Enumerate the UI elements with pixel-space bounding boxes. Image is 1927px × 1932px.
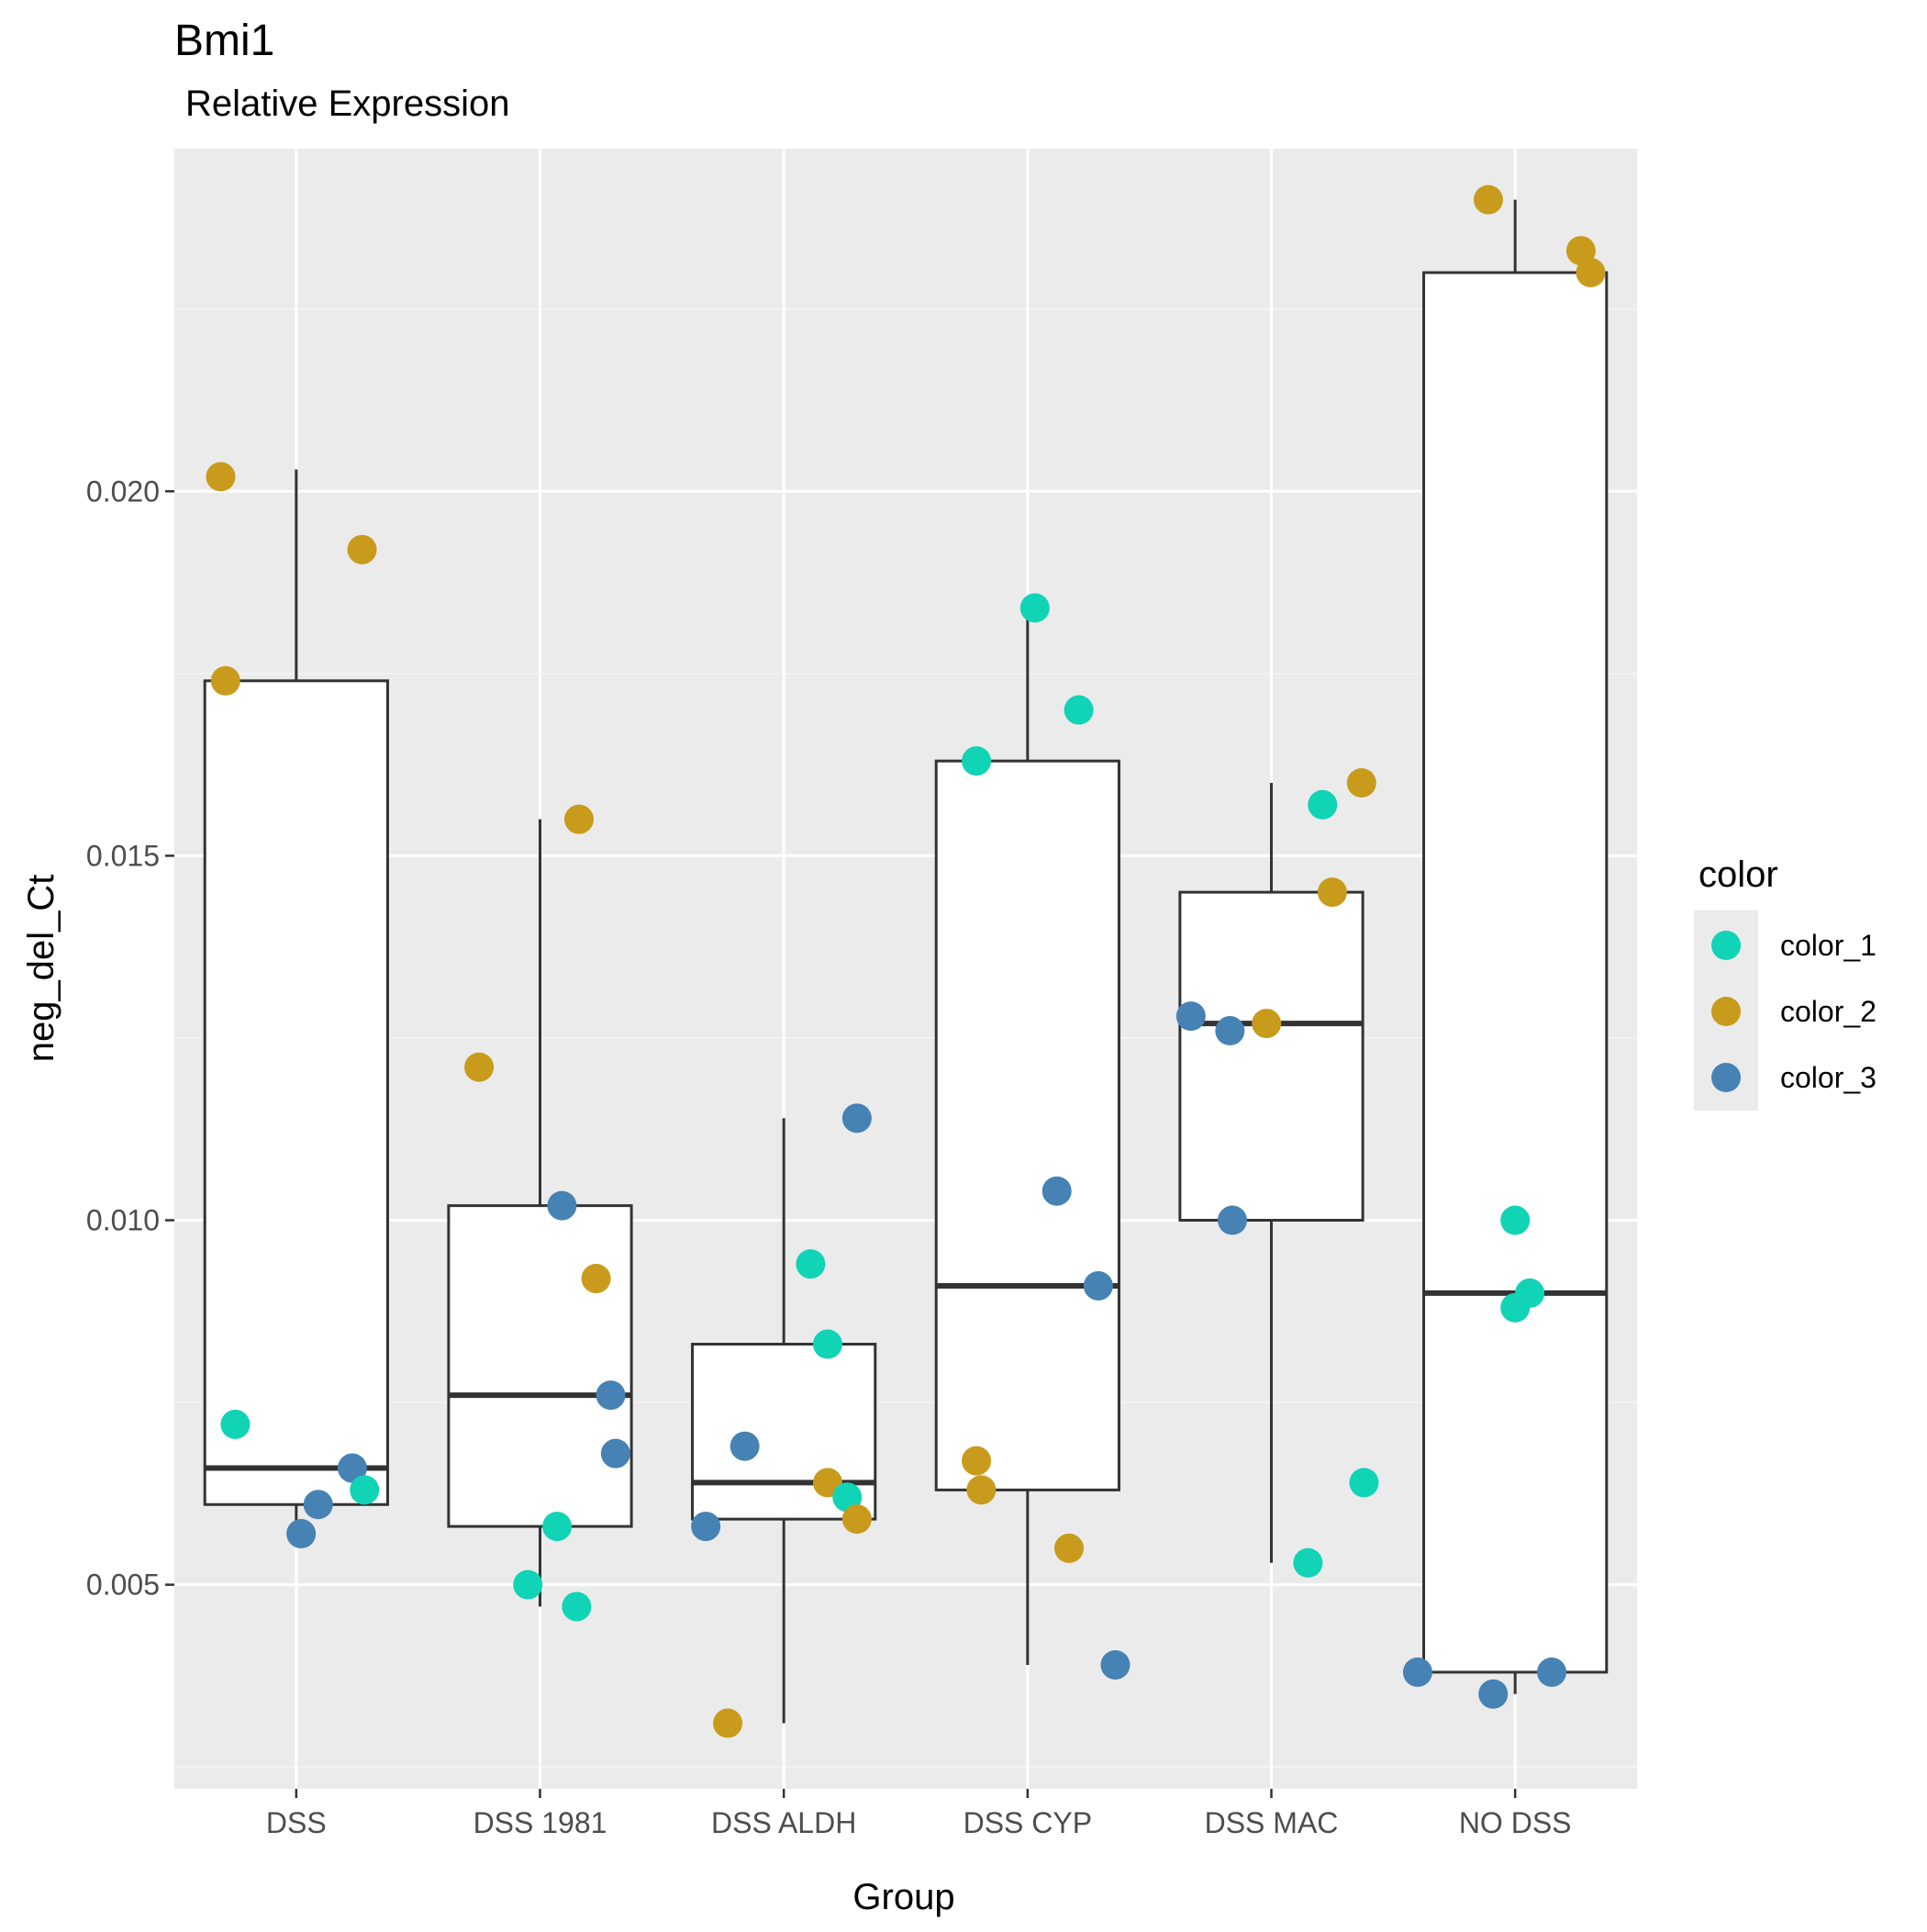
data-point-color-1 xyxy=(832,1482,863,1513)
x-axis: DSS DSS 1981 DSS ALDH DSS CYP DSS MAC NO DSS xyxy=(266,1789,1572,1839)
legend-key-color-3 xyxy=(1711,1063,1741,1092)
data-point-color-3 xyxy=(730,1431,760,1461)
y-axis: 0.005 0.010 0.015 0.020 xyxy=(86,475,174,1602)
data-point-color-2 xyxy=(962,1446,992,1476)
data-point-color-2 xyxy=(1473,184,1503,215)
data-point-color-3 xyxy=(1402,1657,1432,1687)
box-body xyxy=(447,1204,633,1528)
chart-title: Bmi1 xyxy=(174,17,274,65)
x-tick-label: DSS xyxy=(266,1806,327,1839)
data-point-color-2 xyxy=(210,665,240,696)
point-layer xyxy=(206,184,1606,1738)
x-axis-title: Group xyxy=(852,1877,954,1917)
data-point-color-1 xyxy=(1308,789,1338,820)
data-point-color-2 xyxy=(206,462,236,492)
data-point-color-1 xyxy=(812,1329,842,1359)
data-point-color-3 xyxy=(596,1380,626,1411)
data-point-color-3 xyxy=(303,1490,333,1520)
legend-key-color-2 xyxy=(1711,997,1741,1026)
data-point-color-1 xyxy=(350,1475,380,1505)
box-dss-1981 xyxy=(447,819,633,1607)
data-point-color-1 xyxy=(796,1249,826,1279)
minor-gridlines xyxy=(174,307,1637,1768)
box-dss-mac xyxy=(1178,782,1364,1563)
data-point-color-3 xyxy=(1175,1001,1206,1032)
box-body xyxy=(1178,890,1364,1223)
y-tick-label: 0.015 xyxy=(86,839,160,872)
y-tick-label: 0.010 xyxy=(86,1204,160,1237)
data-point-color-3 xyxy=(1083,1270,1113,1301)
plot-panel xyxy=(174,149,1637,1789)
legend-items: color_1 color_2 color_3 xyxy=(1694,910,1877,1111)
x-tick-label: DSS MAC xyxy=(1205,1806,1339,1839)
data-point-color-2 xyxy=(1346,767,1376,798)
data-point-color-3 xyxy=(841,1103,872,1134)
data-point-color-3 xyxy=(547,1190,577,1221)
legend-label: color_2 xyxy=(1780,995,1877,1028)
data-point-color-2 xyxy=(464,1052,495,1082)
data-point-color-2 xyxy=(1252,1009,1282,1039)
y-axis-title: neg_del_Ct xyxy=(21,875,61,1063)
x-tick-label: DSS 1981 xyxy=(473,1806,607,1839)
y-tick-label: 0.005 xyxy=(86,1569,160,1602)
legend-key-color-1 xyxy=(1711,931,1741,960)
data-point-color-2 xyxy=(1053,1533,1084,1563)
legend: color color_1 color_2 color_3 xyxy=(1694,854,1877,1111)
data-point-color-2 xyxy=(564,804,595,834)
x-tick-label: DSS CYP xyxy=(964,1806,1092,1839)
data-point-color-2 xyxy=(1565,236,1596,266)
box-dss xyxy=(203,469,389,1535)
data-point-color-1 xyxy=(1349,1468,1379,1498)
data-point-color-3 xyxy=(286,1519,317,1549)
data-point-color-3 xyxy=(1100,1649,1131,1680)
legend-label: color_3 xyxy=(1780,1061,1877,1094)
data-point-color-2 xyxy=(841,1504,872,1535)
data-point-color-3 xyxy=(1478,1679,1509,1709)
box-dss-cyp xyxy=(934,608,1120,1665)
data-point-color-3 xyxy=(337,1453,367,1483)
data-point-color-1 xyxy=(1064,695,1094,725)
data-point-color-1 xyxy=(513,1569,543,1600)
x-tick-label: DSS ALDH xyxy=(711,1806,856,1839)
data-point-color-2 xyxy=(581,1264,611,1294)
box-layer xyxy=(203,199,1609,1724)
legend-title: color xyxy=(1699,854,1778,895)
chart-subtitle: Relative Expression xyxy=(185,84,510,124)
data-point-color-2 xyxy=(1317,877,1347,908)
data-point-color-2 xyxy=(1576,258,1606,288)
data-point-color-3 xyxy=(1215,1016,1245,1046)
data-point-color-1 xyxy=(1500,1292,1531,1323)
y-tick-label: 0.020 xyxy=(86,475,160,508)
data-point-color-2 xyxy=(347,534,377,564)
data-point-color-1 xyxy=(562,1591,592,1622)
data-point-color-2 xyxy=(966,1475,997,1505)
data-point-color-3 xyxy=(1537,1657,1567,1687)
box-body xyxy=(203,679,389,1506)
box-body xyxy=(1422,271,1609,1674)
data-point-color-1 xyxy=(1019,593,1050,623)
data-point-color-1 xyxy=(1500,1205,1531,1235)
data-point-color-3 xyxy=(1041,1176,1072,1206)
data-point-color-1 xyxy=(220,1409,251,1439)
data-point-color-2 xyxy=(713,1708,743,1738)
box-no-dss xyxy=(1422,199,1609,1694)
data-point-color-3 xyxy=(691,1512,721,1542)
data-point-color-1 xyxy=(1293,1547,1323,1578)
data-point-color-1 xyxy=(962,746,992,776)
data-point-color-3 xyxy=(1217,1205,1247,1235)
data-point-color-3 xyxy=(600,1438,630,1469)
box-body xyxy=(934,759,1120,1491)
legend-label: color_1 xyxy=(1780,929,1877,962)
x-tick-label: NO DSS xyxy=(1459,1806,1572,1839)
data-point-color-1 xyxy=(542,1512,573,1542)
